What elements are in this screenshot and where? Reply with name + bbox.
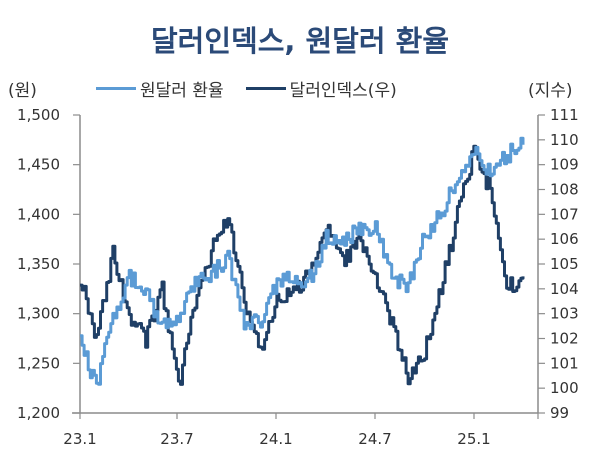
x-tick-label: 24.7 bbox=[358, 430, 391, 448]
y2-tick-label: 106 bbox=[550, 230, 579, 248]
y2-tick-label: 102 bbox=[550, 330, 579, 348]
y2-tick-label: 101 bbox=[550, 354, 579, 372]
dollar-index-line bbox=[80, 144, 525, 386]
x-tick-label: 25.1 bbox=[457, 430, 490, 448]
y2-tick-label: 104 bbox=[550, 280, 579, 298]
legend: 원달러 환율 달러인덱스(우) bbox=[96, 76, 419, 101]
y2-tick-label: 107 bbox=[550, 205, 579, 223]
krw-usd-line bbox=[80, 136, 525, 386]
y-tick-label: 1,500 bbox=[17, 106, 60, 124]
legend-swatch-light-blue bbox=[96, 87, 136, 90]
legend-swatch-dark-navy bbox=[245, 87, 286, 90]
y2-tick-label: 110 bbox=[550, 131, 579, 149]
y-tick-label: 1,200 bbox=[17, 404, 60, 422]
legend-item-krw-usd: 원달러 환율 bbox=[96, 76, 224, 101]
y-tick-label: 1,450 bbox=[17, 156, 60, 174]
left-axis-unit: (원) bbox=[8, 81, 37, 101]
y-tick-label: 1,250 bbox=[17, 354, 60, 372]
y-tick-label: 1,400 bbox=[17, 205, 60, 223]
right-axis-unit: (지수) bbox=[528, 81, 573, 101]
y-tick-label: 1,350 bbox=[17, 255, 60, 273]
y2-tick-label: 109 bbox=[550, 156, 579, 174]
chart-title: 달러인덱스, 원달러 환율 bbox=[150, 24, 449, 58]
y2-tick-label: 103 bbox=[550, 305, 579, 323]
x-tick-label: 23.1 bbox=[63, 430, 96, 448]
y2-tick-label: 111 bbox=[550, 106, 579, 124]
x-tick-label: 24.1 bbox=[259, 430, 292, 448]
x-tick-label: 23.7 bbox=[160, 430, 193, 448]
legend-label: 달러인덱스(우) bbox=[289, 81, 397, 101]
y2-tick-label: 108 bbox=[550, 181, 579, 199]
y2-tick-label: 105 bbox=[550, 255, 579, 273]
y2-tick-label: 100 bbox=[550, 379, 579, 397]
y-tick-label: 1,300 bbox=[17, 305, 60, 323]
legend-item-dollar-index: 달러인덱스(우) bbox=[245, 76, 397, 101]
legend-label: 원달러 환율 bbox=[140, 81, 224, 101]
y2-tick-label: 99 bbox=[550, 404, 569, 422]
